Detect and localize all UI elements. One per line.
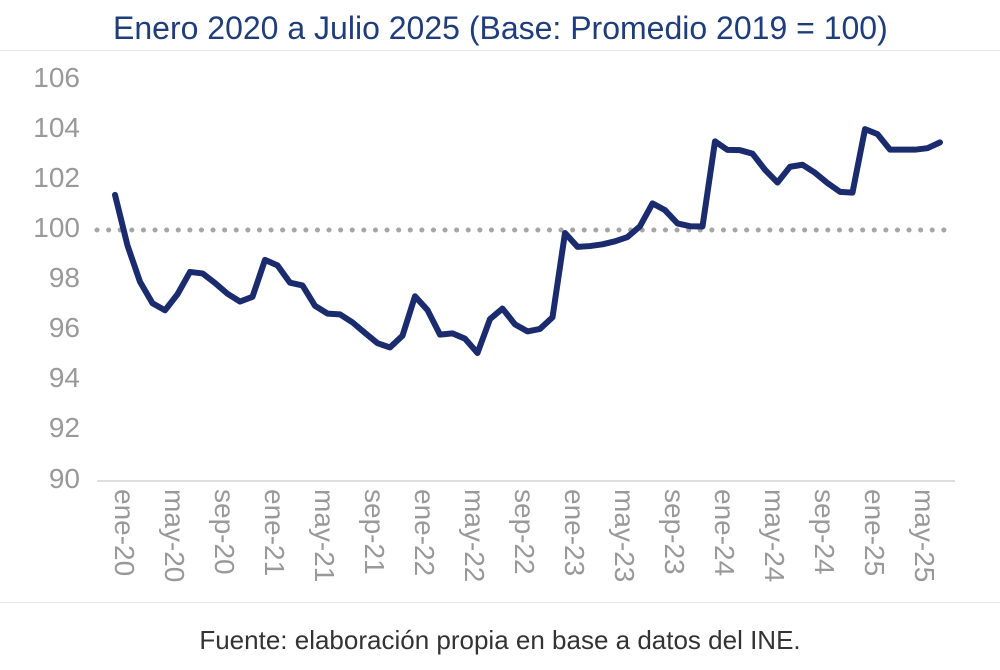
- svg-text:104: 104: [33, 112, 80, 143]
- svg-text:102: 102: [33, 162, 80, 193]
- svg-text:may-23: may-23: [609, 489, 640, 582]
- svg-text:may-24: may-24: [759, 489, 790, 582]
- svg-text:sep-23: sep-23: [659, 489, 690, 575]
- svg-text:100: 100: [33, 212, 80, 243]
- svg-text:ene-23: ene-23: [559, 489, 590, 576]
- svg-text:ene-25: ene-25: [859, 489, 890, 576]
- svg-text:ene-21: ene-21: [259, 489, 290, 576]
- svg-text:98: 98: [49, 262, 80, 293]
- svg-text:may-25: may-25: [909, 489, 940, 582]
- svg-text:may-20: may-20: [159, 489, 190, 582]
- svg-text:90: 90: [49, 463, 80, 494]
- svg-text:92: 92: [49, 412, 80, 443]
- svg-text:94: 94: [49, 362, 80, 393]
- svg-text:ene-22: ene-22: [409, 489, 440, 576]
- svg-text:96: 96: [49, 312, 80, 343]
- svg-text:may-22: may-22: [459, 489, 490, 582]
- svg-text:sep-22: sep-22: [509, 489, 540, 575]
- svg-text:ene-24: ene-24: [709, 489, 740, 576]
- svg-text:may-21: may-21: [309, 489, 340, 582]
- svg-text:ene-20: ene-20: [109, 489, 140, 576]
- svg-text:sep-20: sep-20: [209, 489, 240, 575]
- svg-text:sep-21: sep-21: [359, 489, 390, 575]
- svg-text:sep-24: sep-24: [809, 489, 840, 575]
- svg-text:106: 106: [33, 62, 80, 93]
